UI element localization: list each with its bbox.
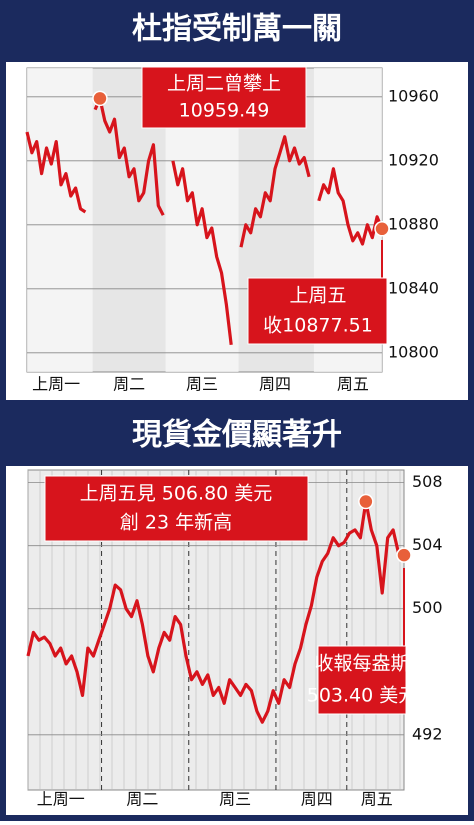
annotation: 上周二曾攀上 10959.49 上周五 收10877.51 上周五見 506.8… [44,66,418,715]
annotation-text: 上周五見 506.80 美元 [80,483,273,505]
x-tick-label: 周四 [259,375,291,394]
price-line [25,96,384,345]
x-tick-label: 上周一 [37,790,85,809]
annotation-text: 503.40 美元 [307,685,418,707]
day-band [27,68,93,372]
x-tick-label: 上周一 [32,375,80,394]
y-tick-label: 504 [412,535,443,554]
annotation-box [317,645,407,715]
chart-title: 杜指受制萬一關 [132,12,342,47]
y-tick-label: 10960 [388,86,439,105]
chart-title: 現貨金價顯著升 [132,418,342,453]
y-tick-label: 500 [412,598,443,617]
annotation-text: 上周二曾攀上 [167,73,281,95]
annotation-text: 創 23 年新高 [120,512,232,534]
highlight-dot [358,493,374,510]
y-tick-label: 10840 [388,278,439,297]
x-tick-label: 周四 [301,790,333,809]
highlight-dot [374,221,390,237]
y-tick-label: 492 [412,724,443,743]
highlight-dot [396,547,412,563]
x-tick-label: 周三 [219,790,251,809]
annotation-text: 上周五 [289,285,346,307]
price-line [26,499,405,724]
y-tick-label: 10920 [388,150,439,169]
annotation-text: 收10877.51 [263,315,373,337]
annotation-box [141,66,307,129]
x-tick-label: 周二 [113,375,145,394]
x-tick-label: 周三 [186,375,218,394]
x-tick-label: 周二 [126,790,158,809]
annotation-box [44,475,309,542]
y-tick-label: 10880 [388,214,439,233]
annotation-box [247,277,388,345]
annotation-text: 10959.49 [179,100,270,122]
y-tick-label: 10800 [388,342,439,361]
y-tick-label: 508 [412,472,443,491]
annotation-text: 收報每盎斯 [314,653,409,675]
x-tick-label: 周五 [337,375,369,394]
x-tick-label: 周五 [361,790,393,809]
highlight-dot [92,90,108,107]
